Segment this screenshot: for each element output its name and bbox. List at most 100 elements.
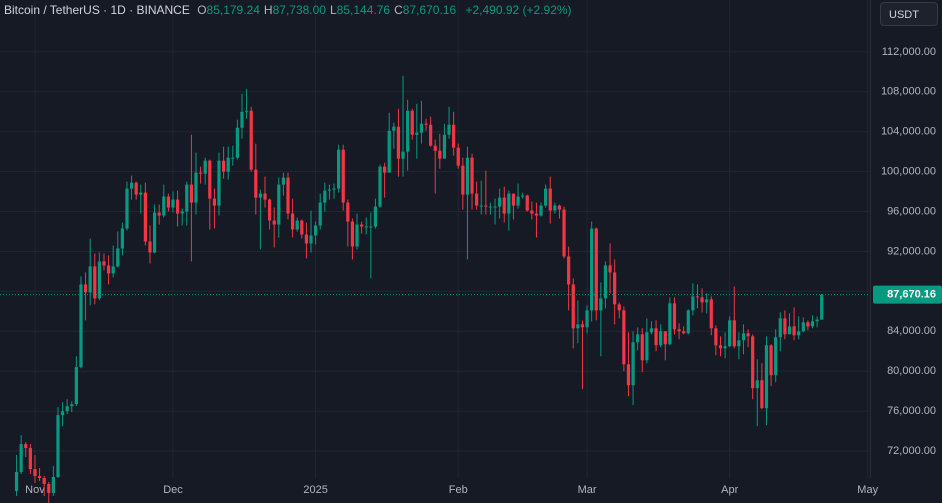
candle-body xyxy=(323,190,327,203)
candle-body xyxy=(88,266,92,293)
candle-body xyxy=(226,157,230,172)
y-tick-label: 108,000.00 xyxy=(881,86,936,98)
candle-body xyxy=(741,333,746,341)
candle-body xyxy=(599,298,603,311)
ohlc-key: O xyxy=(197,3,207,17)
candle-body xyxy=(525,195,529,211)
candle-body xyxy=(695,296,700,298)
candle-body xyxy=(709,299,713,329)
candle-body xyxy=(534,213,539,216)
symbol: Bitcoin / TetherUS · 1D · BINANCE xyxy=(4,3,190,17)
candle-body xyxy=(764,345,769,409)
candle-body xyxy=(438,150,442,159)
candle-body xyxy=(175,199,180,214)
ohlc-value: 87,670.16 xyxy=(402,3,457,17)
y-tick-label: 76,000.00 xyxy=(887,405,936,417)
last-price-label: 87,670.16 xyxy=(887,289,936,301)
ohlc-key: H xyxy=(263,3,273,17)
candle-body xyxy=(470,157,474,194)
candle-body xyxy=(111,266,115,274)
candle-body xyxy=(162,196,166,216)
candle-body xyxy=(231,157,235,159)
candle-body xyxy=(277,184,281,225)
candle-body xyxy=(19,444,23,473)
candle-body xyxy=(691,296,695,311)
ohlc-value: 87,738.00 xyxy=(272,3,326,17)
candle-body xyxy=(295,220,299,230)
candle-body xyxy=(221,160,226,172)
y-tick-label: 84,000.00 xyxy=(887,325,936,337)
candle-body xyxy=(682,331,686,334)
candle-body xyxy=(346,202,350,222)
candle-body xyxy=(208,160,212,199)
candle-body xyxy=(337,149,341,189)
candle-body xyxy=(263,193,267,200)
candle-body xyxy=(507,193,511,214)
candle-body xyxy=(134,182,138,195)
candle-body xyxy=(530,210,534,214)
candle-body xyxy=(42,478,46,484)
candle-body xyxy=(369,226,373,228)
y-tick-label: 112,000.00 xyxy=(882,46,936,58)
ohlc-value: 85,179.24 xyxy=(206,3,260,17)
candle-body xyxy=(769,345,773,376)
candle-body xyxy=(314,225,318,236)
candle-body xyxy=(387,130,391,173)
candle-body xyxy=(700,297,704,303)
candle-body xyxy=(318,202,322,226)
candle-body xyxy=(617,304,621,311)
x-tick-label: Feb xyxy=(449,484,468,496)
candle-body xyxy=(258,193,263,198)
candle-body xyxy=(728,320,732,347)
candle-body xyxy=(281,177,286,185)
candle-body xyxy=(56,415,60,478)
x-tick-label: Mar xyxy=(578,484,597,496)
candle-body xyxy=(341,149,345,203)
candle-body xyxy=(93,266,97,299)
candle-body xyxy=(129,182,134,189)
ohlc-key: C xyxy=(394,3,403,17)
candle-body xyxy=(309,235,313,244)
candle-body xyxy=(479,205,483,207)
candle-body xyxy=(475,193,479,206)
ohlc-key: L xyxy=(329,3,337,17)
candle-body xyxy=(640,334,644,361)
candle-body xyxy=(378,166,382,207)
candle-body xyxy=(654,328,658,346)
candle-body xyxy=(746,333,750,337)
candle-body xyxy=(290,213,295,230)
candle-body xyxy=(249,110,253,170)
candle-body xyxy=(576,324,580,329)
candle-body xyxy=(801,322,805,332)
candle-body xyxy=(557,205,562,210)
candle-body xyxy=(484,205,488,207)
candle-body xyxy=(350,221,355,247)
candle-body xyxy=(562,209,566,257)
candle-body xyxy=(461,165,465,195)
x-tick-label: Apr xyxy=(721,484,738,496)
candle-body xyxy=(668,303,672,345)
candle-body xyxy=(631,342,635,386)
y-tick-label: 92,000.00 xyxy=(887,245,936,257)
candle-body xyxy=(585,310,589,328)
currency-button[interactable]: USDT xyxy=(880,2,938,26)
candle-body xyxy=(498,197,502,207)
candle-body xyxy=(608,265,612,273)
candle-body xyxy=(37,476,42,478)
x-tick-label: Nov xyxy=(25,484,45,496)
candle-body xyxy=(198,172,203,174)
x-tick-label: Dec xyxy=(163,484,183,496)
candle-body xyxy=(83,284,88,293)
candle-body xyxy=(70,404,74,407)
candle-body xyxy=(60,411,65,416)
candle-body xyxy=(24,444,28,449)
legend: Bitcoin / TetherUS · 1D · BINANCE O85,17… xyxy=(4,3,572,17)
candle-body xyxy=(125,188,129,229)
candle-body xyxy=(751,336,755,389)
candle-body xyxy=(806,322,810,327)
candle-body xyxy=(212,198,217,206)
candle-body xyxy=(424,123,428,125)
candle-body xyxy=(106,265,111,274)
candle-body xyxy=(622,310,626,365)
